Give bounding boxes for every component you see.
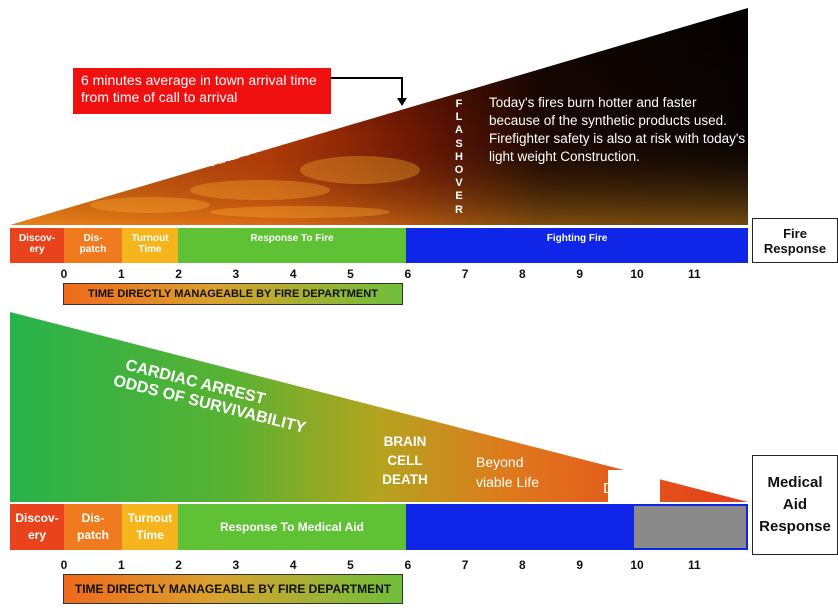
flashover-letter: H [455, 150, 463, 163]
fire-tick-4: 4 [289, 267, 297, 281]
medical-tick-9: 9 [576, 558, 584, 572]
fire-tick-11: 11 [687, 267, 701, 281]
medical-tick-8: 8 [519, 558, 526, 572]
arrival-time-callout: 6 minutes average in town arrival time f… [73, 68, 331, 114]
fire-tick-10: 10 [630, 267, 644, 281]
survivability-wedge [10, 312, 748, 502]
medical-tick-2: 2 [175, 558, 182, 572]
medical-segment-3: Response To Medical Aid [178, 504, 406, 550]
medical-segment-0: Discov- ery [10, 504, 64, 550]
medical-tick-6: 6 [404, 558, 412, 572]
medical-tick-1: 1 [117, 558, 125, 572]
medical-segment-4 [406, 504, 632, 550]
medical-segment-5 [632, 504, 748, 550]
flashover-letter: O [454, 164, 464, 177]
fire-segment-3: Response To Fire [178, 228, 406, 263]
death-label: Death [603, 480, 644, 497]
fire-tick-2: 2 [175, 267, 182, 281]
flashover-letter: F [455, 98, 463, 110]
beyond-viable-life-label: Beyond viable Life [476, 454, 540, 490]
fire-tick-8: 8 [519, 267, 526, 281]
callout-arrow [330, 77, 403, 100]
fire-tick-6: 6 [404, 267, 412, 281]
flashover-letter: S [455, 137, 463, 150]
medical-tick-0: 0 [60, 558, 68, 572]
fire-tick-1: 1 [117, 267, 125, 281]
fire-tick-9: 9 [576, 267, 584, 281]
fire-note: Today's fires burn hotter and faster bec… [489, 95, 746, 164]
fire-tick-7: 7 [461, 267, 469, 281]
fire-tick-0: 0 [60, 267, 68, 281]
death-box [608, 470, 660, 504]
brain-cell-death-label: BRAIN CELL DEATH [382, 434, 428, 487]
flashover-letter: E [455, 190, 463, 203]
fire-segment-1: Dis- patch [64, 228, 122, 263]
medical-response-box: Medical Aid Response [752, 455, 838, 555]
medical-segment-2: Turnout Time [122, 504, 178, 550]
fire-tick-5: 5 [347, 267, 354, 281]
medical-tick-4: 4 [289, 558, 297, 572]
flashover-letter: V [455, 177, 463, 190]
flashover-letter: R [455, 203, 463, 216]
fire-tick-3: 3 [232, 267, 240, 281]
fire-segment-0: Discov- ery [10, 228, 64, 263]
medical-tick-3: 3 [232, 558, 240, 572]
medical-tick-7: 7 [461, 558, 469, 572]
medical-tick-5: 5 [347, 558, 354, 572]
fire-segment-2: Turnout Time [122, 228, 178, 263]
fire-response-box: Fire Response [752, 218, 838, 263]
flashover-letter: L [455, 111, 463, 124]
fire-segment-4: Fighting Fire [406, 228, 748, 263]
medical-tick-11: 11 [687, 558, 701, 572]
fire-managed-time-bar: TIME DIRECTLY MANAGEABLE BY FIRE DEPARTM… [63, 283, 403, 305]
flashover-letter: A [455, 124, 463, 137]
medical-segment-1: Dis- patch [64, 504, 122, 550]
medical-tick-10: 10 [630, 558, 644, 572]
medical-managed-time-bar: TIME DIRECTLY MANAGEABLE BY FIRE DEPARTM… [63, 574, 403, 604]
